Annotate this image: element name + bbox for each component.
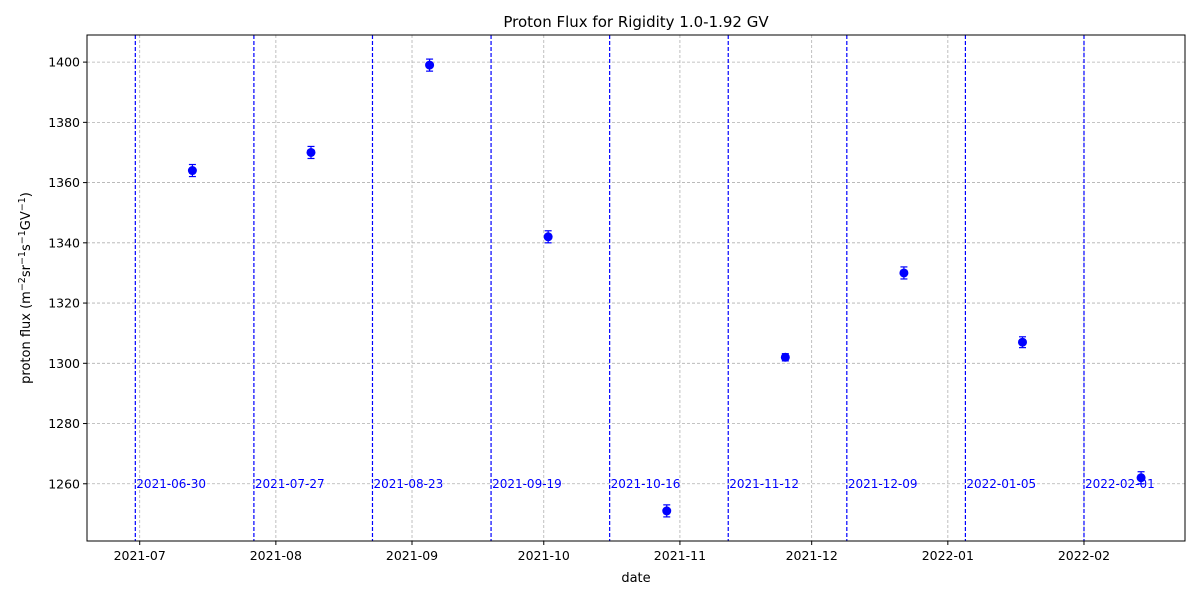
data-point (543, 230, 553, 244)
y-tick-label: 1400 (48, 55, 80, 70)
y-label-mid1: sr (19, 264, 34, 277)
data-marker (543, 232, 553, 242)
y-tick-label: 1320 (48, 296, 80, 311)
data-marker (187, 166, 197, 176)
data-marker (780, 352, 790, 362)
y-label-sup1: −2 (17, 277, 28, 291)
event-lines-layer: 2021-06-30 2021-07-27 2021-08-23 2021-09-19… (134, 35, 1155, 541)
data-marker (662, 506, 672, 516)
x-tick-label: 2021-09 (386, 548, 438, 563)
grid-layer (87, 35, 1185, 541)
x-tick-label: 2021-10 (518, 548, 570, 563)
x-tick-label: 2022-02 (1058, 548, 1110, 563)
y-tick-label: 1260 (48, 476, 80, 491)
data-marker (1017, 337, 1027, 347)
x-tick-label: 2021-11 (654, 548, 706, 563)
y-label-mid2: s (19, 244, 34, 251)
event-label: 2021-11-12 (729, 477, 799, 491)
x-tick-label: 2022-01 (922, 548, 974, 563)
y-tick-label: 1300 (48, 356, 80, 371)
data-marker (899, 268, 909, 278)
plot-frame (86, 34, 1186, 542)
y-label-sup2: −1 (17, 251, 28, 265)
chart-title: Proton Flux for Rigidity 1.0-1.92 GV (503, 13, 769, 31)
x-axis-label: date (621, 571, 650, 586)
data-point (662, 504, 672, 518)
event-label: 2022-01-05 (966, 477, 1036, 491)
y-label-suffix: ) (19, 192, 34, 197)
data-point (780, 352, 790, 362)
event-label: 2021-06-30 (136, 477, 206, 491)
y-tick-label: 1360 (48, 175, 80, 190)
event-label: 2021-10-16 (611, 477, 681, 491)
data-marker (1136, 473, 1146, 483)
event-label: 2021-08-23 (373, 477, 443, 491)
data-marker (425, 60, 435, 70)
x-tick-label: 2021-07 (114, 548, 166, 563)
data-point (1136, 471, 1146, 485)
y-label-mid3: GV (19, 211, 34, 230)
y-tick-label: 1380 (48, 115, 80, 130)
data-point (1017, 336, 1027, 349)
y-tick-label: 1340 (48, 235, 80, 250)
event-label: 2021-12-09 (848, 477, 918, 491)
x-tick-label: 2021-12 (786, 548, 838, 563)
y-label-sup4: −1 (17, 197, 28, 211)
event-label: 2021-09-19 (492, 477, 562, 491)
data-points-layer (187, 58, 1146, 518)
data-marker (306, 147, 316, 157)
y-tick-label: 1280 (48, 416, 80, 431)
y-label-prefix: proton flux (m (19, 291, 34, 384)
x-tick-label: 2021-08 (250, 548, 302, 563)
event-label: 2022-02-01 (1085, 477, 1155, 491)
event-label: 2021-07-27 (255, 477, 325, 491)
y-label-sup3: −1 (17, 230, 28, 244)
ticks-layer: 1260 1280 1300 1320 1340 1360 1380 1400 2021-07 2… (48, 55, 1110, 563)
data-point (306, 145, 316, 160)
data-point (899, 266, 909, 280)
data-point (187, 163, 197, 178)
y-axis-label: proton flux (m−2sr−1s−1GV−1) (17, 192, 34, 384)
data-point (425, 58, 435, 72)
